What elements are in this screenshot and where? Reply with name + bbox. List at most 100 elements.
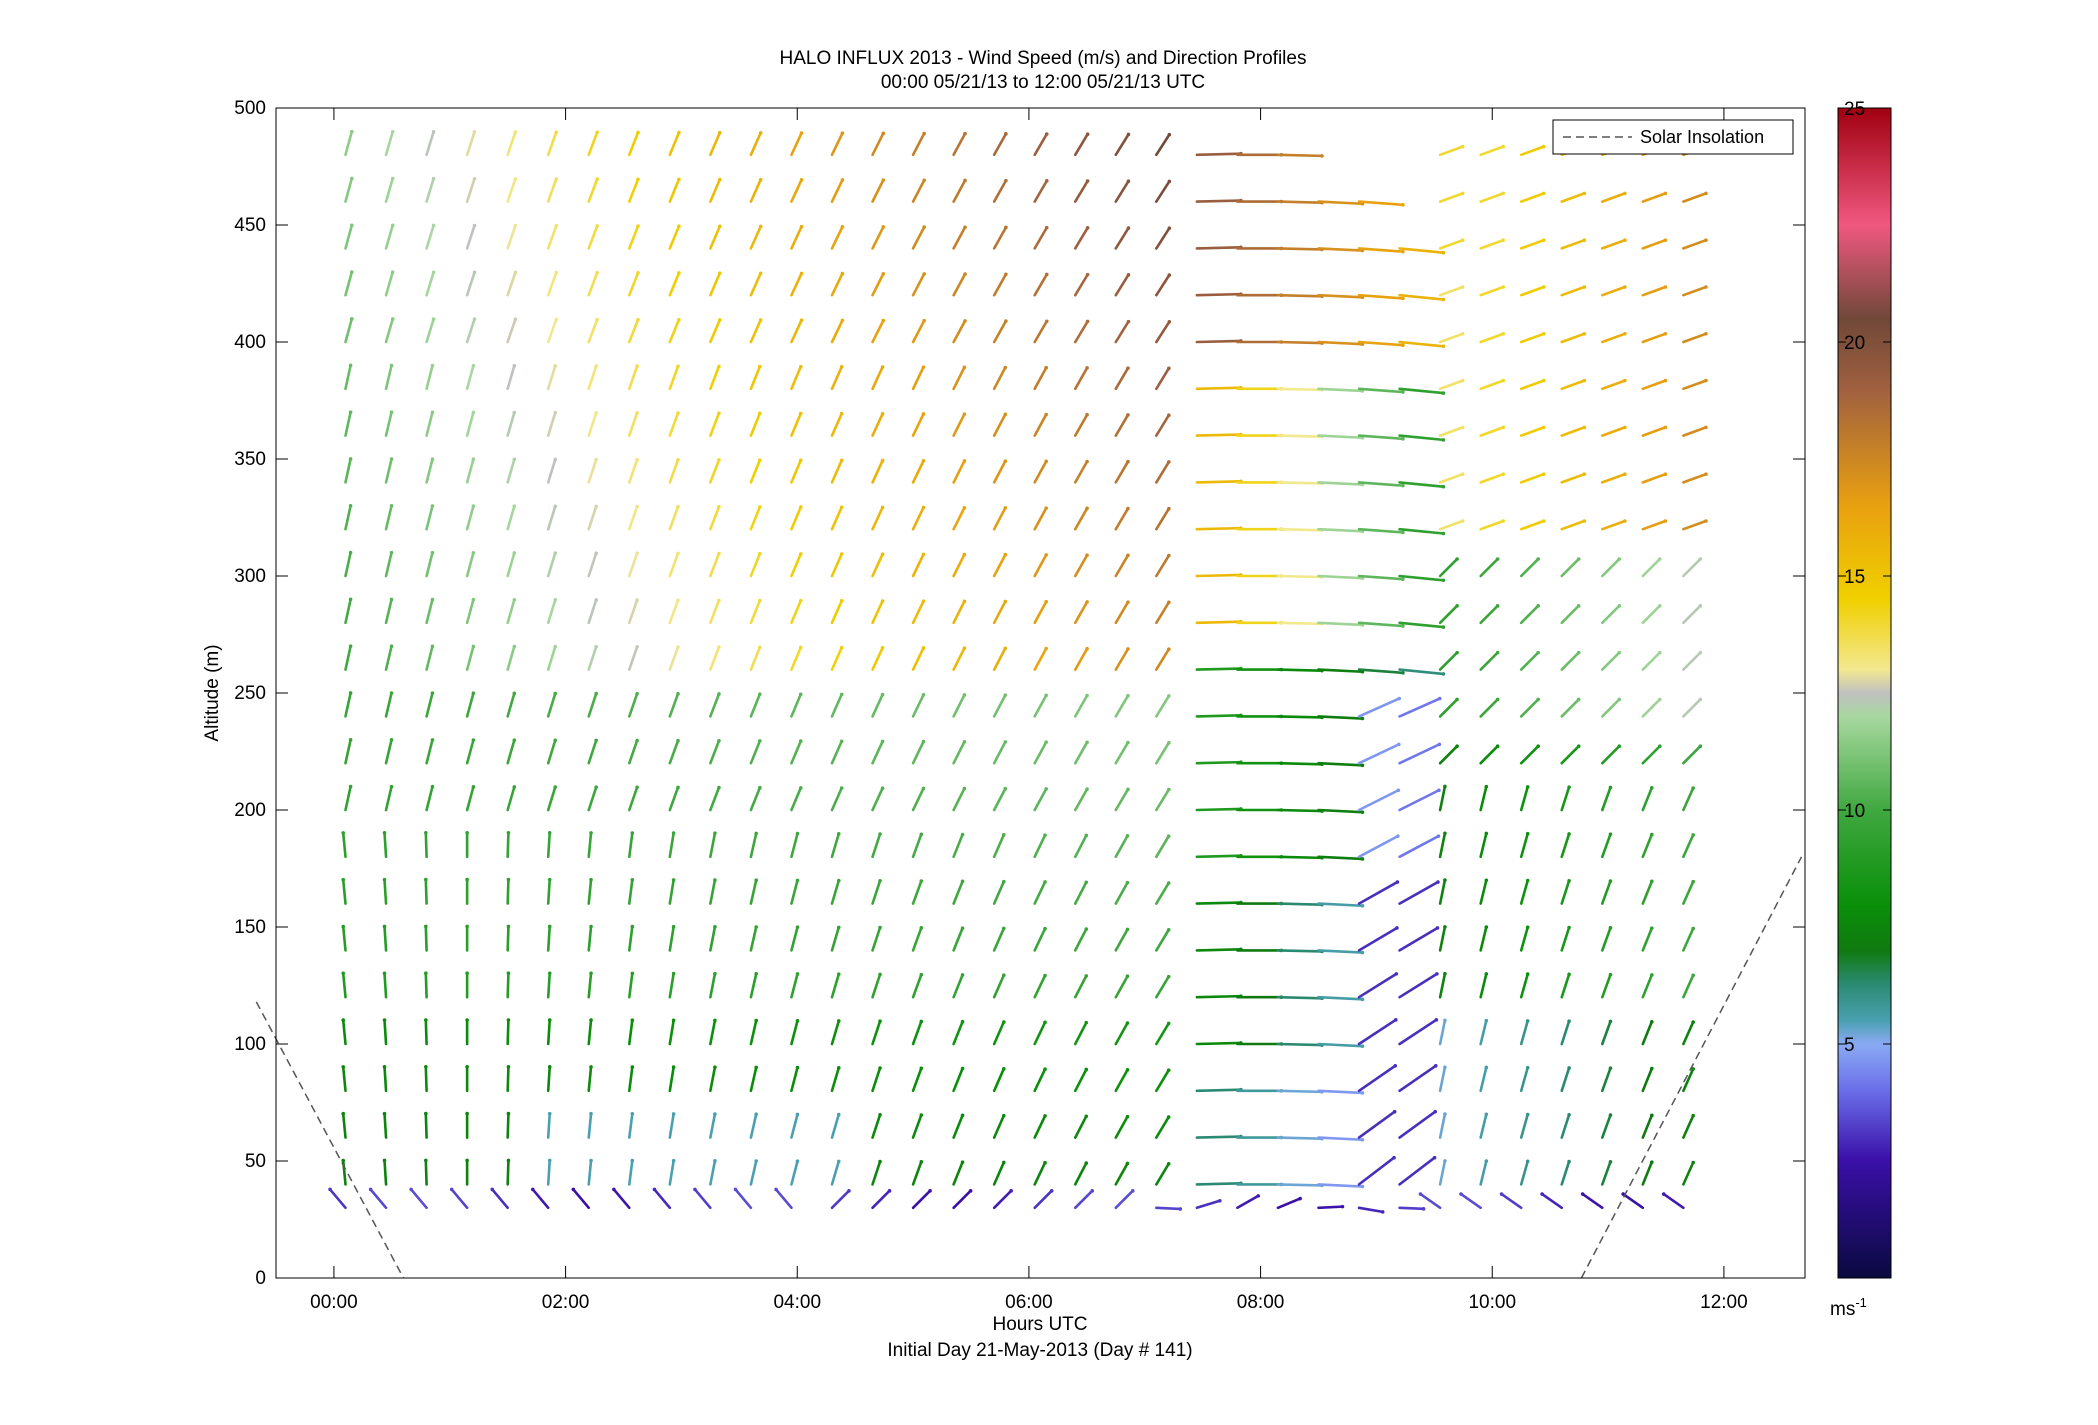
wind-barb — [1276, 1136, 1324, 1141]
wind-barb-shaft — [1519, 972, 1530, 999]
wind-barb — [1682, 604, 1703, 625]
wind-barb-tip — [795, 831, 800, 836]
wind-barb-tip — [1166, 881, 1171, 885]
wind-barb-shaft — [1114, 460, 1130, 484]
wind-barb-shaft — [344, 598, 352, 625]
wind-barb — [1073, 132, 1090, 157]
wind-barb — [1479, 744, 1500, 765]
wind-barb-tip — [798, 505, 803, 509]
wind-barb — [1317, 1183, 1365, 1189]
x-axis-sublabel: Initial Day 21-May-2013 (Day # 141) — [887, 1340, 1192, 1361]
wind-barb — [1357, 340, 1405, 348]
wind-barb-shaft — [1114, 273, 1130, 297]
wind-barb — [1155, 273, 1172, 297]
wind-barb-tip — [1567, 1019, 1571, 1023]
wind-barb-tip — [962, 739, 967, 744]
wind-barb-tip — [1650, 1113, 1654, 1118]
wind-barb-shaft — [1073, 1021, 1088, 1046]
wind-barb-shaft — [384, 410, 393, 437]
wind-barb-tip — [758, 177, 763, 182]
wind-barb — [328, 1187, 347, 1210]
wind-barb — [1438, 697, 1459, 718]
wind-barb — [790, 786, 803, 812]
wind-barb — [1195, 1041, 1243, 1046]
wind-barb-shaft — [1600, 1113, 1612, 1139]
wind-barb — [952, 412, 967, 437]
wind-barb — [1560, 1112, 1571, 1139]
wind-barb — [1357, 834, 1400, 859]
wind-barb-tip — [635, 645, 639, 649]
wind-barb-shaft — [1195, 339, 1243, 344]
wind-barb-tip — [881, 318, 886, 323]
wind-barb — [1073, 740, 1089, 765]
wind-barb-tip — [1167, 226, 1172, 231]
wind-barb-shaft — [1600, 1020, 1612, 1046]
wind-barb-tip — [471, 363, 476, 368]
wind-barb-shaft — [1155, 367, 1171, 391]
wind-barb — [1682, 472, 1708, 484]
wind-barb — [1519, 285, 1546, 297]
wind-barb-tip — [547, 1158, 552, 1163]
wind-barb-shaft — [1276, 387, 1324, 392]
wind-barb — [587, 177, 599, 203]
wind-barb-shaft — [952, 646, 966, 671]
wind-barb-shaft — [465, 785, 475, 812]
wind-barb-shaft — [1519, 785, 1530, 812]
wind-barb-tip — [671, 971, 676, 976]
wind-barb-shaft — [911, 740, 925, 765]
wind-barb — [1073, 646, 1089, 671]
wind-barb-tip — [506, 1018, 511, 1022]
wind-barb — [1479, 191, 1506, 203]
wind-barb-shaft — [790, 412, 803, 437]
wind-barb — [1682, 557, 1703, 578]
wind-barb — [871, 178, 886, 203]
wind-barb-shaft — [1560, 651, 1581, 671]
wind-barb-shaft — [952, 880, 964, 905]
wind-barb-tip — [1580, 1192, 1585, 1196]
wind-barb-shaft — [911, 459, 925, 484]
wind-barb-tip — [962, 599, 967, 604]
wind-barb-shaft — [952, 319, 967, 344]
wind-barb-tip — [676, 551, 680, 556]
wind-barb-tip — [1043, 1067, 1047, 1071]
wind-barb — [668, 738, 680, 765]
wind-barb — [1155, 320, 1172, 344]
wind-barb-tip — [840, 271, 845, 276]
wind-barb — [1479, 378, 1506, 391]
wind-barb-shaft — [911, 1113, 923, 1139]
wind-barb — [546, 551, 558, 578]
wind-barb-shaft — [465, 691, 475, 718]
wind-barb-tip — [1167, 273, 1172, 277]
wind-barb — [1438, 144, 1465, 157]
wind-barb — [1195, 479, 1243, 484]
wind-barb-shaft — [1195, 714, 1243, 718]
wind-barb-tip — [1397, 696, 1402, 701]
wind-barb — [1641, 557, 1662, 578]
wind-barb — [1114, 740, 1130, 765]
wind-barb — [668, 364, 680, 391]
wind-barb-tip — [717, 458, 721, 462]
wind-barb-tip — [1541, 331, 1546, 336]
wind-barb — [1682, 378, 1708, 391]
wind-barb — [1073, 412, 1089, 437]
wind-barb-shaft — [1195, 433, 1243, 437]
wind-barb-shaft — [384, 504, 393, 531]
wind-barb-tip — [677, 130, 681, 135]
wind-barb — [992, 225, 1008, 250]
wind-barb — [1195, 853, 1243, 859]
wind-barb-tip — [424, 877, 428, 882]
wind-barb-shaft — [1438, 1159, 1447, 1186]
wind-barb — [749, 551, 762, 578]
wind-barb-tip — [1658, 557, 1662, 561]
wind-barb — [465, 363, 476, 391]
wind-barb-tip — [1495, 650, 1500, 655]
wind-barb-tip — [1650, 1019, 1654, 1024]
wind-barb-tip — [1085, 646, 1089, 651]
wind-barb-shaft — [546, 504, 557, 531]
wind-barb — [1682, 879, 1695, 905]
wind-barb — [952, 739, 967, 765]
wind-barb — [1236, 1135, 1284, 1140]
wind-barb — [1033, 1189, 1054, 1210]
wind-barb-tip — [1436, 834, 1441, 838]
wind-barb-shaft — [1641, 833, 1654, 859]
